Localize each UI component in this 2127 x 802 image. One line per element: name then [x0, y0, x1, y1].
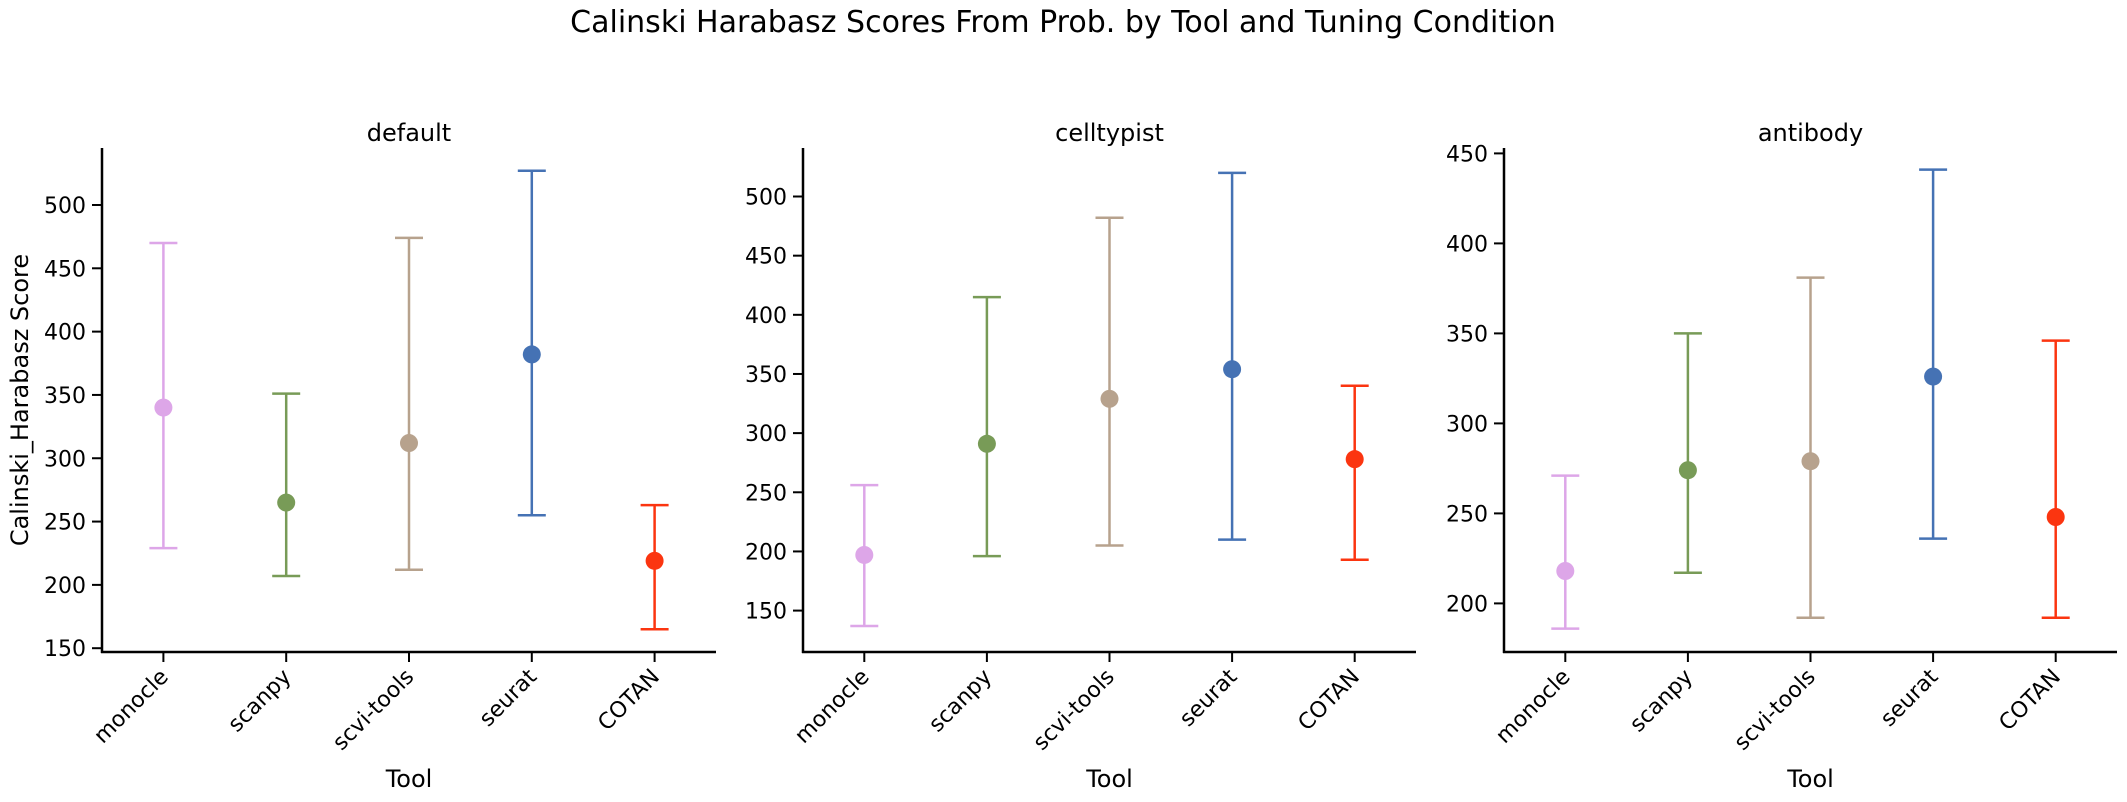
- x-tick-label: seurat: [1175, 664, 1243, 732]
- mean-point-scvi-tools: [1801, 452, 1820, 471]
- y-tick-label: 350: [1446, 322, 1488, 347]
- y-tick-label: 500: [745, 186, 787, 211]
- x-tick-label: monocle: [1491, 665, 1575, 749]
- y-tick-label: 450: [44, 257, 86, 282]
- y-tick-label: 300: [1446, 412, 1488, 437]
- x-axis-label: Tool: [1786, 765, 1834, 793]
- x-tick-label: monocle: [89, 665, 173, 749]
- y-tick-label: 200: [745, 540, 787, 565]
- x-tick-label: scanpy: [924, 665, 997, 738]
- y-tick-label: 150: [44, 637, 86, 662]
- x-tick-label: scvi-tools: [1029, 665, 1120, 756]
- mean-point-seurat: [522, 345, 541, 364]
- mean-point-seurat: [1223, 360, 1242, 379]
- x-tick-label: seurat: [1876, 664, 1944, 732]
- mean-point-scanpy: [277, 493, 296, 512]
- y-tick-label: 400: [745, 304, 787, 329]
- y-tick-label: 250: [745, 481, 787, 506]
- panel-default: default 150 200 250 300 350 400 450 500 monocle sc…: [6, 119, 716, 793]
- y-tick-label: 150: [745, 600, 787, 625]
- panel-celltypist: celltypist 150 200 250 300 350 400 450 500 monocl…: [745, 119, 1416, 793]
- x-tick-label: monocle: [790, 665, 874, 749]
- y-tick-label: 400: [44, 321, 86, 346]
- mean-point-scvi-tools: [1100, 389, 1119, 408]
- y-tick-label: 300: [745, 422, 787, 447]
- mean-point-monocle: [855, 545, 874, 564]
- x-axis-label: Tool: [1085, 765, 1133, 793]
- mean-point-COTAN: [1345, 450, 1364, 469]
- x-tick-label: scvi-tools: [328, 665, 419, 756]
- panel-title: celltypist: [1055, 119, 1164, 147]
- mean-point-seurat: [1924, 367, 1943, 386]
- figure-title: Calinski Harabasz Scores From Prob. by T…: [570, 5, 1556, 40]
- y-tick-label: 350: [745, 363, 787, 388]
- mean-point-monocle: [154, 398, 173, 417]
- panel-title: default: [367, 119, 451, 147]
- y-tick-label: 450: [745, 245, 787, 270]
- y-tick-label: 350: [44, 384, 86, 409]
- y-tick-label: 400: [1446, 232, 1488, 257]
- x-tick-label: COTAN: [1995, 665, 2066, 736]
- y-tick-label: 450: [1446, 142, 1488, 167]
- mean-point-monocle: [1556, 562, 1575, 580]
- x-tick-label: COTAN: [1294, 665, 1365, 736]
- x-axis-label: Tool: [385, 765, 433, 793]
- y-tick-label: 250: [44, 511, 86, 536]
- x-tick-label: scvi-tools: [1730, 665, 1821, 756]
- panel-title: antibody: [1758, 119, 1863, 147]
- mean-point-COTAN: [645, 551, 664, 570]
- y-tick-label: 250: [1446, 502, 1488, 527]
- x-tick-label: scanpy: [1625, 665, 1698, 738]
- y-tick-label: 500: [44, 194, 86, 219]
- y-tick-label: 200: [44, 574, 86, 599]
- x-tick-label: seurat: [475, 664, 543, 732]
- mean-point-COTAN: [2046, 508, 2065, 526]
- mean-point-scvi-tools: [400, 434, 418, 453]
- y-tick-label: 300: [44, 447, 86, 472]
- x-tick-label: COTAN: [593, 665, 664, 736]
- mean-point-scanpy: [1678, 461, 1697, 480]
- x-tick-label: scanpy: [224, 665, 297, 738]
- y-axis-label: Calinski_Harabasz Score: [6, 254, 34, 546]
- mean-point-scanpy: [977, 434, 996, 453]
- y-tick-label: 200: [1446, 592, 1488, 617]
